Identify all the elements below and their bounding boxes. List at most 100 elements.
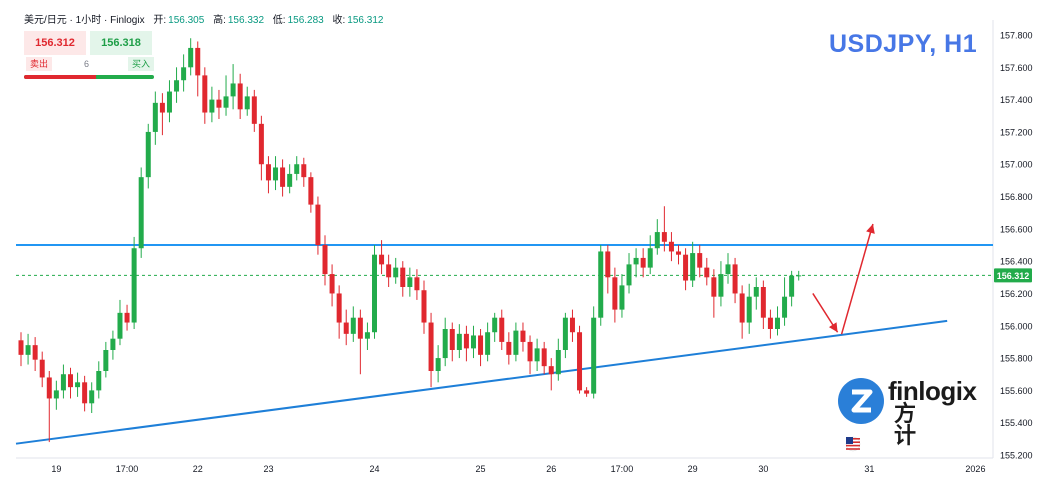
candle-body bbox=[400, 267, 406, 287]
x-tick-label: 31 bbox=[864, 464, 874, 474]
candle-body bbox=[442, 329, 448, 359]
y-tick-label: 157.800 bbox=[1000, 31, 1033, 41]
candle-body bbox=[612, 277, 618, 310]
candle-body bbox=[110, 338, 116, 350]
candle-body bbox=[711, 277, 717, 297]
sell-label[interactable]: 卖出 bbox=[26, 57, 53, 71]
candle-body bbox=[46, 377, 52, 399]
candle-body bbox=[166, 91, 172, 113]
candle-body bbox=[18, 340, 24, 355]
candle-body bbox=[25, 345, 31, 355]
candle-body bbox=[364, 332, 370, 339]
candle-body bbox=[478, 335, 484, 355]
candle-body bbox=[124, 312, 130, 323]
candle-body bbox=[159, 102, 165, 113]
candle-body bbox=[428, 322, 434, 371]
candle-body bbox=[181, 67, 187, 81]
candle-body bbox=[39, 359, 45, 378]
y-tick-label: 155.200 bbox=[1000, 451, 1033, 461]
buy-button[interactable]: 156.318 bbox=[90, 31, 152, 55]
last-price-tag bbox=[994, 268, 1032, 283]
candle-body bbox=[520, 330, 526, 342]
sell-button[interactable]: 156.312 bbox=[24, 31, 86, 55]
candle-body bbox=[287, 173, 293, 187]
candle-body bbox=[548, 366, 554, 375]
y-tick-label: 156.200 bbox=[1000, 289, 1033, 299]
candle-body bbox=[244, 96, 250, 110]
candle-body bbox=[456, 333, 462, 350]
candle-body bbox=[174, 80, 180, 92]
arrowhead-down bbox=[828, 322, 838, 333]
candle-body bbox=[379, 254, 385, 265]
candle-body bbox=[195, 47, 201, 76]
y-tick-label: 157.200 bbox=[1000, 127, 1033, 137]
flag-canton bbox=[846, 437, 853, 444]
candle-body bbox=[315, 204, 321, 245]
symbol-header: 美元/日元 · 1小时 · Finlogix 开: 156.305 高: 156.3… bbox=[24, 11, 389, 26]
x-tick-label: 2026 bbox=[965, 464, 985, 474]
candle-body bbox=[336, 293, 342, 323]
y-tick-label: 157.000 bbox=[1000, 160, 1033, 170]
candle-body bbox=[760, 287, 766, 318]
candle-body bbox=[647, 248, 653, 268]
candle-body bbox=[372, 254, 377, 333]
candle-body bbox=[152, 102, 158, 132]
candle-body bbox=[237, 83, 243, 110]
y-tick-label: 157.400 bbox=[1000, 95, 1033, 105]
candle-body bbox=[697, 253, 703, 268]
candle-body bbox=[138, 177, 144, 249]
candle-body bbox=[449, 329, 455, 350]
sentiment-bar bbox=[24, 75, 154, 79]
logo-word: finlogix bbox=[888, 376, 977, 406]
y-tick-label: 157.600 bbox=[1000, 63, 1033, 73]
support-trendline bbox=[15, 319, 948, 445]
high-value: 156.332 bbox=[227, 15, 265, 26]
candle-body bbox=[789, 275, 795, 297]
candle-body bbox=[732, 264, 738, 294]
x-tick-label: 17:00 bbox=[116, 464, 139, 474]
candle-body bbox=[767, 317, 773, 329]
y-tick-label: 155.400 bbox=[1000, 418, 1033, 428]
candle-body bbox=[258, 123, 264, 165]
flag-stripe bbox=[846, 444, 860, 447]
candle-body bbox=[499, 317, 505, 342]
candle-body bbox=[407, 277, 413, 287]
candle-body bbox=[386, 264, 392, 278]
symbol-info: 美元/日元 · 1小时 · Finlogix bbox=[24, 15, 145, 26]
candle-body bbox=[322, 245, 328, 275]
candle-body bbox=[541, 348, 547, 367]
open-label: 开: bbox=[153, 15, 167, 26]
spread-value: 6 bbox=[84, 59, 90, 69]
x-tick-label: 29 bbox=[688, 464, 698, 474]
candle-body bbox=[513, 330, 519, 355]
candle-body bbox=[753, 287, 759, 297]
low-label: 低: bbox=[272, 15, 286, 26]
candle-body bbox=[223, 96, 229, 108]
candle-body bbox=[640, 257, 646, 268]
candle-body bbox=[216, 99, 222, 108]
chart-title: USDJPY, H1 bbox=[829, 30, 978, 58]
candle-body bbox=[32, 345, 38, 360]
candle-body bbox=[82, 382, 88, 404]
candle-body bbox=[117, 312, 123, 339]
flag-stripe bbox=[846, 448, 860, 450]
logo-cn: 方计 bbox=[894, 401, 917, 448]
candle-body bbox=[103, 350, 109, 371]
candle-body bbox=[188, 47, 194, 68]
y-tick-label: 156.400 bbox=[1000, 257, 1033, 267]
candle-body bbox=[492, 317, 498, 333]
candle-body bbox=[67, 374, 73, 388]
finlogix-z-icon bbox=[838, 378, 884, 424]
candle-body bbox=[661, 232, 667, 242]
candle-body bbox=[598, 251, 604, 318]
low-value: 156.283 bbox=[287, 15, 324, 26]
candle-body bbox=[619, 285, 625, 310]
arrowhead-up bbox=[866, 224, 875, 234]
candle-body bbox=[202, 75, 208, 113]
candle-body bbox=[308, 177, 314, 205]
candle-body bbox=[577, 332, 583, 391]
candle-body bbox=[265, 164, 271, 181]
candle-body bbox=[230, 83, 236, 97]
buy-label[interactable]: 买入 bbox=[127, 57, 154, 71]
